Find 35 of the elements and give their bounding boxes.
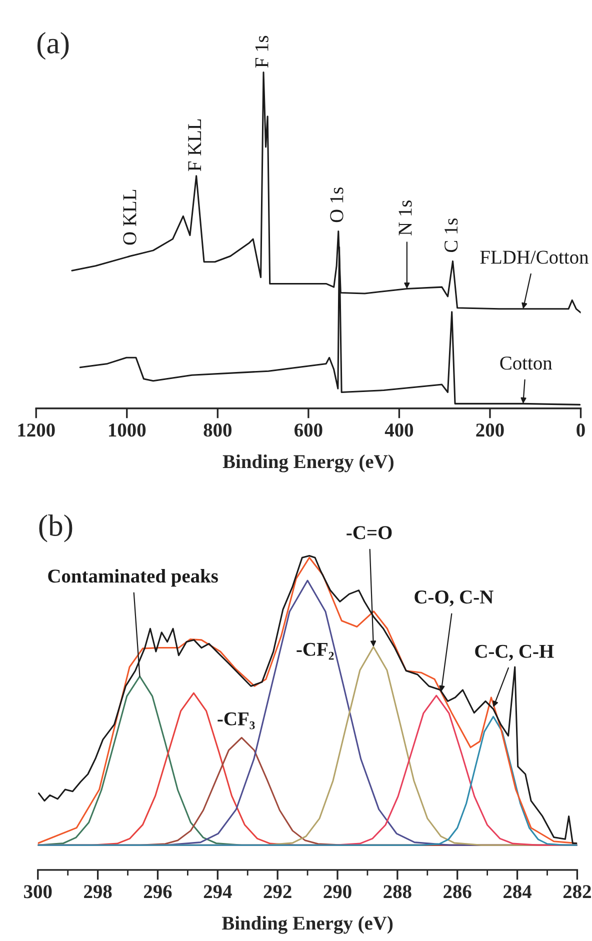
x-tick-label: 600	[294, 424, 322, 437]
x-tick-label: 298	[84, 885, 112, 898]
x-tick-label: 292	[264, 885, 292, 898]
x-tick-label: 290	[324, 885, 352, 898]
annotation: O KLL	[123, 190, 136, 245]
annotation: C-C, C-H	[475, 644, 554, 661]
annotation: Contaminated peaks	[48, 568, 218, 587]
x-tick-label: 0	[576, 424, 585, 437]
x-tick-label: 400	[384, 424, 414, 437]
series-label: Cotton	[500, 356, 552, 370]
x-axis-title: Binding Energy (eV)	[222, 916, 393, 934]
x-tick-label: 284	[504, 885, 532, 898]
series-label: FLDH/Cotton	[480, 250, 588, 264]
annotation: C 1s	[444, 218, 458, 252]
annotation: O 1s	[330, 187, 344, 222]
annotation: -CF₃	[218, 712, 255, 730]
annotation: -CF₂	[296, 642, 334, 660]
x-axis-title: Binding Energy (eV)	[222, 454, 394, 472]
x-tick-label: 294	[204, 885, 232, 898]
x-tick-label: 288	[384, 885, 412, 898]
annotation: C-O, C-N	[414, 590, 494, 606]
x-tick-label: 282	[563, 885, 591, 898]
annotation: -C=O	[346, 526, 392, 540]
annotation: F KLL	[188, 119, 202, 172]
x-tick-label: 1000	[109, 424, 146, 437]
x-tick-label: 286	[444, 885, 472, 898]
annotation: N 1s	[398, 200, 412, 236]
annotation: F 1s	[255, 36, 268, 68]
x-tick-label: 200	[476, 424, 504, 437]
x-tick-label: 1200	[18, 424, 55, 437]
x-tick-label: 296	[144, 885, 172, 898]
x-tick-label: 300	[24, 885, 52, 898]
chart-title: (a)	[37, 32, 69, 60]
x-tick-label: 800	[204, 424, 232, 437]
chart-title: (b)	[39, 514, 72, 542]
